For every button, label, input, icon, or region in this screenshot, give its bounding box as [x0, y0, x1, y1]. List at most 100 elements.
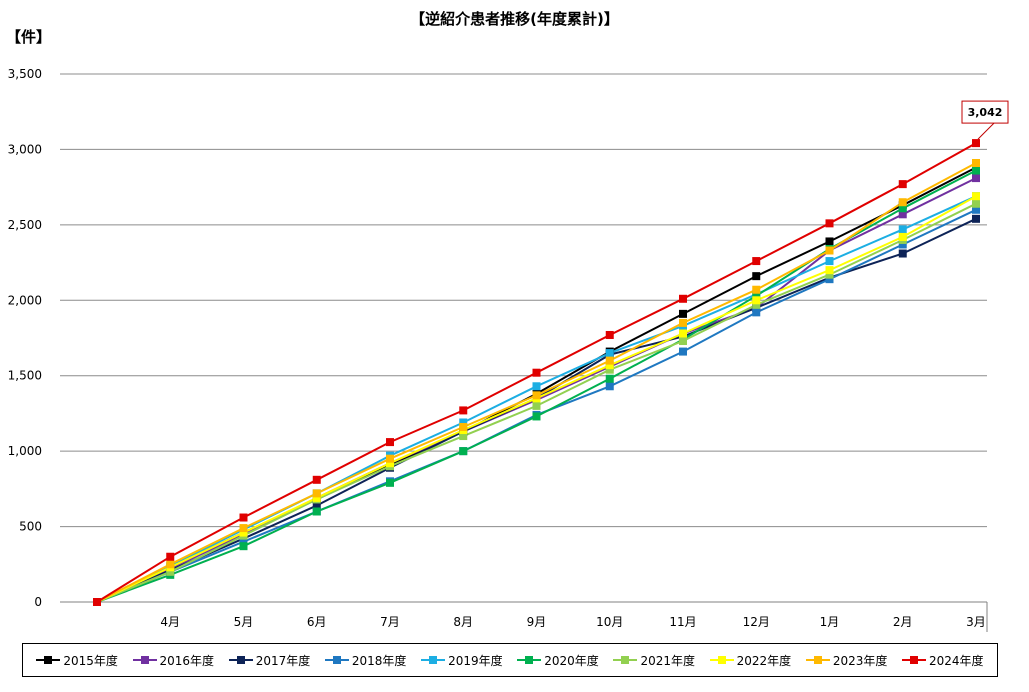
x-tick-label: 3月 — [966, 615, 986, 629]
data-point-marker — [972, 205, 980, 214]
data-point-marker — [898, 232, 907, 241]
data-point-marker — [605, 382, 614, 391]
data-point-marker — [752, 300, 761, 309]
data-point-marker — [825, 246, 834, 255]
x-tick-label: 6月 — [307, 615, 327, 629]
data-point-marker — [605, 374, 614, 383]
legend-item: 2019年度 — [421, 652, 503, 669]
y-tick-label: 2,500 — [8, 218, 42, 232]
data-point-marker — [532, 382, 541, 391]
data-point-marker — [679, 337, 687, 346]
y-tick-label: 3,500 — [8, 67, 42, 81]
legend-swatch — [613, 655, 638, 665]
legend-swatch — [709, 655, 734, 665]
x-tick-label: 4月 — [160, 615, 180, 629]
legend-swatch — [132, 655, 157, 665]
annotation-leader-line — [977, 122, 995, 140]
data-point-marker — [459, 418, 468, 427]
data-point-marker — [679, 294, 687, 303]
data-point-marker — [825, 275, 834, 284]
data-point-marker — [239, 528, 248, 537]
y-tick-label: 1,500 — [8, 369, 42, 383]
legend-item: 2021年度 — [613, 652, 695, 669]
legend-swatch — [228, 655, 253, 665]
data-point-marker — [312, 501, 321, 510]
data-point-marker — [239, 537, 248, 546]
data-point-marker — [679, 318, 687, 327]
legend-swatch — [324, 655, 349, 665]
legend-item: 2024年度 — [902, 652, 984, 669]
data-point-marker — [752, 296, 761, 305]
data-point-marker — [825, 237, 834, 246]
data-point-marker — [239, 542, 248, 551]
data-point-marker — [972, 199, 980, 208]
x-tick-label: 11月 — [669, 615, 696, 629]
data-point-marker — [972, 139, 980, 148]
data-point-marker — [752, 272, 761, 281]
data-point-marker — [752, 308, 761, 317]
x-tick-label: 9月 — [527, 615, 547, 629]
legend-item: 2017年度 — [228, 652, 311, 669]
data-point-marker — [459, 432, 468, 441]
x-tick-label: 1月 — [820, 615, 840, 629]
data-point-marker — [312, 475, 321, 484]
data-point-marker — [166, 567, 175, 576]
data-point-marker — [312, 507, 321, 516]
data-point-marker — [972, 192, 980, 201]
annotation-box — [961, 100, 1009, 124]
data-point-marker — [825, 270, 834, 279]
data-point-marker — [752, 285, 761, 294]
y-tick-label: 500 — [19, 520, 42, 534]
legend-label: 2017年度 — [255, 653, 311, 668]
y-tick-label: 3,000 — [8, 142, 42, 156]
data-point-marker — [679, 347, 687, 356]
data-point-marker — [532, 412, 541, 421]
annotation-label: 3,042 — [968, 106, 1003, 119]
x-tick-label: 12月 — [743, 615, 770, 629]
data-point-marker — [972, 214, 980, 223]
data-point-marker — [605, 361, 614, 370]
data-point-marker — [605, 330, 614, 339]
y-tick-label: 0 — [34, 595, 42, 609]
data-point-marker — [312, 493, 321, 502]
legend-swatch — [517, 655, 542, 665]
data-point-marker — [605, 349, 614, 358]
chart-title: 【逆紹介患者推移(年度累計)】 — [410, 10, 619, 28]
data-point-marker — [312, 489, 321, 498]
data-point-marker — [459, 423, 468, 432]
data-point-marker — [166, 552, 175, 561]
legend-label: 2016年度 — [159, 653, 215, 668]
data-point-marker — [825, 257, 834, 266]
y-axis-unit-label: 【件】 — [6, 28, 52, 46]
data-point-marker — [386, 478, 394, 487]
legend-label: 2022年度 — [736, 653, 792, 668]
legend-swatch — [805, 655, 830, 665]
data-point-marker — [898, 180, 907, 189]
legend-label: 2023年度 — [832, 653, 888, 668]
legend-swatch — [36, 655, 61, 665]
x-tick-label: 2月 — [893, 615, 913, 629]
legend-label: 2020年度 — [544, 653, 599, 668]
data-point-marker — [459, 406, 468, 415]
data-point-marker — [679, 309, 687, 318]
data-point-marker — [532, 368, 541, 377]
legend-item: 2022年度 — [709, 652, 792, 669]
data-point-marker — [532, 401, 541, 410]
legend-label: 2021年度 — [640, 653, 695, 668]
data-point-marker — [386, 438, 394, 447]
legend-item: 2018年度 — [324, 652, 406, 669]
x-tick-label: 8月 — [453, 615, 473, 629]
x-tick-label: 7月 — [380, 615, 400, 629]
legend-label: 2015年度 — [63, 653, 118, 668]
line-chart: 0 500 1,000 1,500 2,000 2,500 3,000 3,500 4月 5月 6月… — [8, 67, 1009, 632]
data-point-marker — [898, 225, 907, 234]
data-point-marker — [239, 513, 248, 522]
data-point-marker — [93, 598, 101, 606]
data-point-marker — [459, 447, 468, 456]
x-tick-label: 5月 — [234, 615, 254, 629]
data-point-marker — [239, 524, 248, 533]
data-point-marker — [972, 166, 980, 175]
data-point-marker — [386, 454, 394, 463]
data-point-marker — [898, 204, 907, 213]
series-line — [96, 217, 977, 603]
